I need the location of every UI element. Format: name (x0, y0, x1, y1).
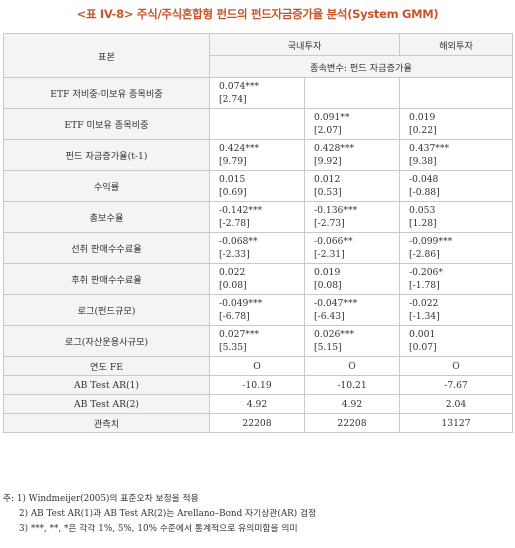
cell: -0.047*** [-6.43] (304, 294, 400, 326)
cell: -0.049*** [-6.78] (209, 294, 305, 326)
header-row: 표본 국내투자 해외투자 (3, 33, 513, 78)
row-label: 수익률 (3, 170, 210, 202)
dependent-variable-header: 종속변수: 펀드 자금증가율 (209, 55, 513, 78)
cell: -0.068** [-2.33] (209, 232, 305, 264)
note-1: 주: 1) Windmeijer(2005)의 표준오차 보정을 적용 (3, 494, 199, 504)
table-row: 수익률 0.015 [0.69] 0.012 [0.53] -0.048 [-0.88… (3, 170, 513, 202)
table-row: ETF 미보유 종목비중 0.091** [2.07] 0.019 [0.22] (3, 108, 513, 140)
table-row: 선취 판매수수료율 -0.068** [-2.33] -0.066** [-2.31… (3, 232, 513, 264)
cell (304, 77, 400, 109)
stats-row: 관측치 22208 22208 13127 (3, 413, 513, 433)
row-label: 로그(펀드규모) (3, 294, 210, 326)
cell: 0.027*** [5.35] (209, 325, 305, 357)
stats-row: AB Test AR(2) 4.92 4.92 2.04 (3, 394, 513, 414)
stats-row: AB Test AR(1) -10.19 -10.21 -7.67 (3, 375, 513, 395)
cell: -0.142*** [-2.78] (209, 201, 305, 233)
cell: 22208 (304, 413, 400, 433)
foreign-header: 해외투자 (399, 33, 513, 56)
cell: 0.015 [0.69] (209, 170, 305, 202)
cell: 0.424*** [9.79] (209, 139, 305, 171)
row-label: 후취 판매수수료율 (3, 263, 210, 295)
table-row: 후취 판매수수료율 0.022 [0.08] 0.019 [0.08] -0.206… (3, 263, 513, 295)
row-label: AB Test AR(1) (3, 375, 210, 395)
cell: O (304, 356, 400, 376)
cell: -10.19 (209, 375, 305, 395)
sample-header: 표본 (3, 33, 210, 78)
row-label: 로그(자산운용사규모) (3, 325, 210, 357)
cell: -7.67 (399, 375, 513, 395)
table-row: ETF 저비중·미보유 종목비중 0.074*** [2.74] (3, 77, 513, 109)
cell: O (209, 356, 305, 376)
cell: -10.21 (304, 375, 400, 395)
cell: -0.022 [-1.34] (399, 294, 513, 326)
cell: 0.437*** [9.38] (399, 139, 513, 171)
cell: 4.92 (209, 394, 305, 414)
cell: O (399, 356, 513, 376)
row-label: 선취 판매수수료율 (3, 232, 210, 264)
regression-table: 표본 국내투자 해외투자 종속변수: 펀드 자금증가율 ETF 저비중·미보유 … (3, 33, 513, 433)
cell: -0.066** [-2.31] (304, 232, 400, 264)
cell: 0.019 [0.08] (304, 263, 400, 295)
domestic-header: 국내투자 (209, 33, 400, 56)
table-title: <표 IV-8> 주식/주식혼합형 펀드의 펀드자금증가율 분석(System … (76, 7, 439, 21)
row-label: AB Test AR(2) (3, 394, 210, 414)
row-label: 관측치 (3, 413, 210, 433)
table-row: 로그(펀드규모) -0.049*** [-6.78] -0.047*** [-6.4… (3, 294, 513, 326)
cell: 0.091** [2.07] (304, 108, 400, 140)
row-label: 연도 FE (3, 356, 210, 376)
cell: -0.048 [-0.88] (399, 170, 513, 202)
cell: 0.001 [0.07] (399, 325, 513, 357)
cell: 4.92 (304, 394, 400, 414)
row-label: ETF 미보유 종목비중 (3, 108, 210, 140)
table-row: 총보수율 -0.142*** [-2.78] -0.136*** [-2.73] 0… (3, 201, 513, 233)
cell: 2.04 (399, 394, 513, 414)
cell (209, 108, 305, 140)
dependent-row: 종속변수: 펀드 자금증가율 (4, 55, 513, 78)
cell: -0.206* [-1.78] (399, 263, 513, 295)
cell: 0.019 [0.22] (399, 108, 513, 140)
table-row: 펀드 자금증가율(t-1) 0.424*** [9.79] 0.428*** [9.… (3, 139, 513, 171)
cell: 0.074*** [2.74] (209, 77, 305, 109)
cell: 0.026*** [5.15] (304, 325, 400, 357)
cell: -0.136*** [-2.73] (304, 201, 400, 233)
cell: 13127 (399, 413, 513, 433)
row-label: ETF 저비중·미보유 종목비중 (3, 77, 210, 109)
cell: 0.022 [0.08] (209, 263, 305, 295)
cell: 0.428*** [9.92] (304, 139, 400, 171)
stats-row: 연도 FE O O O (3, 356, 513, 376)
cell: 22208 (209, 413, 305, 433)
table-row: 로그(자산운용사규모) 0.027*** [5.35] 0.026*** [5.15… (3, 325, 513, 357)
cell (399, 77, 513, 109)
note-2: 2) AB Test AR(1)과 AB Test AR(2)는 Arellan… (19, 509, 317, 519)
note-3: 3) ***, **, *은 각각 1%, 5%, 10% 수준에서 통계적으로… (19, 524, 298, 534)
cell: 0.053 [1.28] (399, 201, 513, 233)
table-notes: 주: 1) Windmeijer(2005)의 표준오차 보정을 적용 2) A… (3, 492, 512, 537)
row-label: 펀드 자금증가율(t-1) (3, 139, 210, 171)
cell: 0.012 [0.53] (304, 170, 400, 202)
cell: -0.099*** [-2.86] (399, 232, 513, 264)
row-label: 총보수율 (3, 201, 210, 233)
